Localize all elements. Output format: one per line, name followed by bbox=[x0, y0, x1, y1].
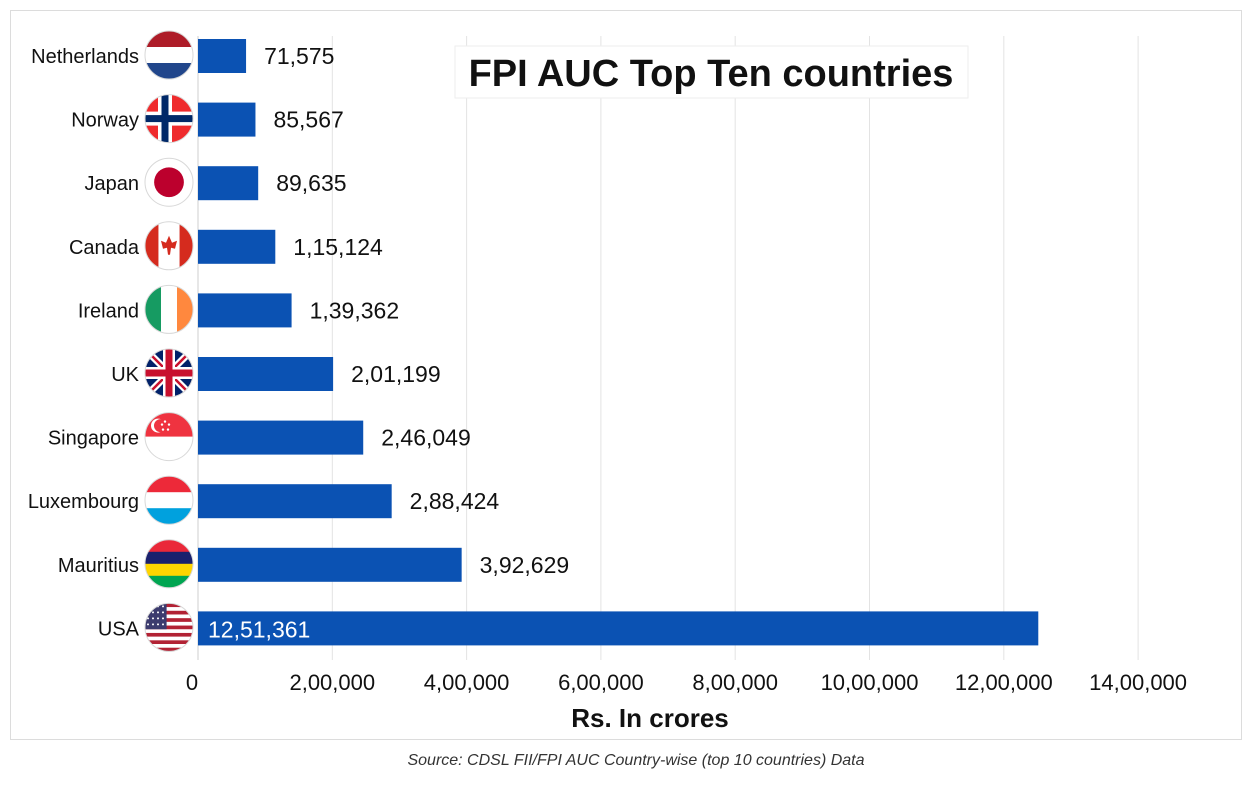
value-label: 2,88,424 bbox=[410, 488, 500, 514]
category-label: Luxembourg bbox=[28, 491, 139, 513]
x-tick-label: 12,00,000 bbox=[955, 670, 1053, 695]
value-label: 71,575 bbox=[264, 43, 334, 69]
source-note: Source: CDSL FII/FPI AUC Country-wise (t… bbox=[407, 752, 865, 769]
bar bbox=[198, 293, 292, 328]
category-label: Norway bbox=[71, 110, 139, 132]
value-label: 12,51,361 bbox=[208, 616, 310, 642]
x-tick-label: 0 bbox=[186, 670, 198, 695]
canada-flag-icon bbox=[145, 221, 193, 270]
category-label: UK bbox=[111, 364, 139, 386]
x-tick-label: 10,00,000 bbox=[821, 670, 919, 695]
value-labels: 71,575 85,567 89,635 1,15,124 1,39,362 2,01,1… bbox=[208, 43, 569, 642]
value-label: 3,92,629 bbox=[480, 552, 570, 578]
x-axis-title: Rs. In crores bbox=[571, 703, 729, 733]
bar bbox=[198, 484, 392, 519]
chart-svg: 0 2,00,000 4,00,000 6,00,000 8,00,000 10,00,0… bbox=[28, 30, 1187, 733]
value-label: 89,635 bbox=[276, 170, 346, 196]
bar bbox=[198, 611, 1039, 646]
usa-flag-icon bbox=[145, 603, 193, 652]
chart-title-box: FPI AUC Top Ten countries bbox=[454, 45, 969, 99]
value-label: 1,39,362 bbox=[310, 297, 400, 323]
bar bbox=[198, 547, 462, 582]
category-label: Singapore bbox=[48, 428, 139, 450]
value-label: 1,15,124 bbox=[293, 234, 383, 260]
category-labels: Netherlands Norway Japan Canada Ireland UK Sin… bbox=[28, 46, 140, 640]
luxembourg-flag-icon bbox=[145, 476, 193, 525]
bar bbox=[198, 420, 364, 455]
category-label: USA bbox=[98, 618, 140, 640]
value-label: 85,567 bbox=[273, 107, 343, 133]
bar bbox=[198, 166, 259, 201]
japan-flag-icon bbox=[145, 158, 193, 207]
x-tick-label: 4,00,000 bbox=[424, 670, 510, 695]
title-background bbox=[454, 45, 969, 99]
category-label: Netherlands bbox=[31, 46, 139, 68]
chart-title: FPI AUC Top Ten countries bbox=[469, 53, 954, 95]
ireland-flag-icon bbox=[145, 285, 193, 334]
category-label: Canada bbox=[69, 237, 140, 259]
bar bbox=[198, 357, 334, 391]
bar bbox=[198, 39, 247, 73]
x-tick-label: 14,00,000 bbox=[1089, 670, 1187, 695]
category-label: Japan bbox=[85, 173, 140, 195]
x-tick-label: 2,00,000 bbox=[289, 670, 375, 695]
x-tick-labels: 0 2,00,000 4,00,000 6,00,000 8,00,000 10,00,0… bbox=[186, 670, 1187, 695]
value-label: 2,01,199 bbox=[351, 361, 441, 387]
uk-flag-icon bbox=[145, 349, 193, 397]
category-label: Ireland bbox=[78, 300, 139, 322]
netherlands-flag-icon bbox=[145, 31, 193, 79]
x-tick-label: 8,00,000 bbox=[692, 670, 778, 695]
flags bbox=[144, 30, 194, 652]
value-label: 2,46,049 bbox=[381, 425, 471, 451]
bar bbox=[198, 229, 276, 264]
x-tick-label: 6,00,000 bbox=[558, 670, 644, 695]
norway-flag-icon bbox=[145, 94, 193, 143]
category-label: Mauritius bbox=[58, 555, 139, 577]
bars bbox=[198, 39, 1039, 646]
bar bbox=[198, 102, 256, 137]
